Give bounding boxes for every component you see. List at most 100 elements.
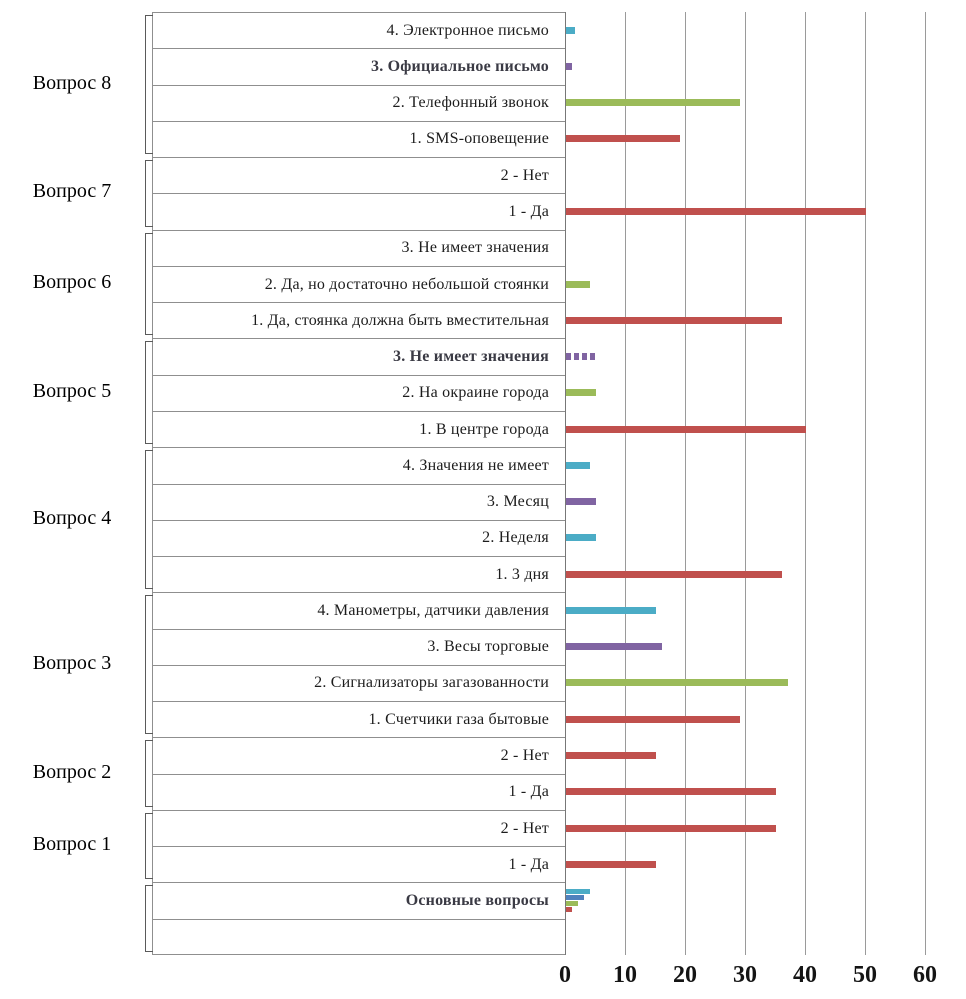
answer-row: 1. Счетчики газа бытовые <box>152 701 565 737</box>
answer-row: 2 - Нет <box>152 737 565 773</box>
data-bar <box>566 860 656 868</box>
group-bracket <box>145 885 153 952</box>
data-bar <box>566 135 680 143</box>
x-axis-tick-label: 40 <box>793 962 817 988</box>
answer-label: 1. SMS-оповещение <box>409 130 549 148</box>
data-bar <box>566 62 572 70</box>
gridline <box>805 12 806 955</box>
question-group-label: Вопрос 4 <box>32 506 112 529</box>
question-group-label: Вопрос 2 <box>32 760 112 783</box>
answer-label: 3. Весы торговые <box>427 638 549 656</box>
group-bracket <box>145 160 153 227</box>
answer-label: 2. Да, но достаточно небольшой стоянки <box>264 275 549 293</box>
data-bar <box>566 570 782 578</box>
answer-row: 1 - Да <box>152 846 565 882</box>
answer-row: 2. Неделя <box>152 519 565 556</box>
data-bar <box>566 99 740 107</box>
data-bar <box>566 389 596 397</box>
data-bar <box>566 534 596 542</box>
data-bar <box>566 752 656 760</box>
x-axis-tick-label: 50 <box>853 962 877 988</box>
answer-label: 3. Месяц <box>486 493 549 511</box>
x-axis-tick-label: 10 <box>613 962 637 988</box>
answer-label: 4. Манометры, датчики давления <box>317 601 549 619</box>
answer-row: 1. 3 дня <box>152 556 565 592</box>
group-bracket <box>145 232 153 336</box>
answer-label: 1 - Да <box>508 855 549 873</box>
answer-row: 2. Сигнализаторы загазованности <box>152 664 565 701</box>
x-axis-tick-label: 0 <box>559 962 571 988</box>
group-bracket <box>145 740 153 807</box>
answer-label: 2. Сигнализаторы загазованности <box>314 674 549 692</box>
answer-row: 1. В центре города <box>152 410 565 447</box>
answer-label: 1. 3 дня <box>495 565 549 583</box>
group-bracket <box>145 15 153 155</box>
data-bar <box>566 606 656 614</box>
answer-label: 4. Значения не имеет <box>402 456 549 474</box>
data-bar <box>566 889 590 895</box>
answer-label: 2. Неделя <box>482 529 549 547</box>
answer-row: 3. Не имеет значения <box>152 229 565 266</box>
group-bracket <box>145 450 153 590</box>
question-group-label: Вопрос 3 <box>32 651 112 674</box>
gridline <box>925 12 926 955</box>
gridline <box>685 12 686 955</box>
group-bracket <box>145 341 153 445</box>
data-bar <box>566 824 776 832</box>
x-axis-tick-label: 20 <box>673 962 697 988</box>
x-axis-tick-label: 60 <box>913 962 937 988</box>
data-bar <box>566 425 806 433</box>
gridline <box>745 12 746 955</box>
answer-label: 1. В центре города <box>419 420 549 438</box>
data-bar <box>566 715 740 723</box>
data-bar <box>566 679 788 687</box>
answer-label: 2 - Нет <box>500 747 549 764</box>
data-bar <box>566 788 776 796</box>
answer-label: Основные вопросы <box>405 892 549 910</box>
answer-row: 3. Официальное письмо <box>152 48 565 84</box>
answer-row: 3. Месяц <box>152 483 565 520</box>
answer-label: 3. Не имеет значения <box>401 239 549 257</box>
answer-row: 1. Да, стоянка должна быть вместительная <box>152 302 565 338</box>
answer-row: 3. Не имеет значения <box>152 338 565 374</box>
answer-label: 3. Не имеет значения <box>393 348 549 366</box>
gridline <box>625 12 626 955</box>
answer-label: 3. Официальное письмо <box>371 57 549 75</box>
gridline <box>865 12 866 955</box>
answer-row: 2. Да, но достаточно небольшой стоянки <box>152 265 565 302</box>
data-bar <box>566 498 596 506</box>
answer-row: Основные вопросы <box>152 882 565 918</box>
answer-label: 2. Телефонный звонок <box>392 94 549 112</box>
answer-row <box>152 918 565 955</box>
answer-label: 1. Да, стоянка должна быть вместительная <box>251 311 549 329</box>
answer-label: 1 - Да <box>508 202 549 220</box>
question-group-label: Вопрос 5 <box>32 379 112 402</box>
group-bracket <box>145 595 153 735</box>
question-group-label: Вопрос 8 <box>32 71 112 94</box>
answer-label: 4. Электронное письмо <box>386 21 549 39</box>
answer-row: 2. На окраине города <box>152 374 565 411</box>
data-bar <box>566 280 590 288</box>
answer-label: 2. На окраине города <box>402 384 549 402</box>
data-bar <box>566 26 575 34</box>
answer-row: 2 - Нет <box>152 157 565 193</box>
data-bar <box>566 461 590 469</box>
answer-row: 1 - Да <box>152 773 565 810</box>
answer-label: 1 - Да <box>508 783 549 801</box>
data-bar <box>566 643 662 651</box>
data-bar <box>566 907 572 913</box>
answer-row: 4. Манометры, датчики давления <box>152 592 565 628</box>
data-bar <box>566 316 782 324</box>
question-group-label: Вопрос 7 <box>32 180 112 203</box>
answer-row: 1 - Да <box>152 193 565 229</box>
answer-label: 2 - Нет <box>500 819 549 837</box>
answer-row: 2 - Нет <box>152 809 565 846</box>
answer-row: 4. Значения не имеет <box>152 447 565 483</box>
data-bar <box>566 207 866 215</box>
answer-row: 3. Весы торговые <box>152 628 565 665</box>
answer-row: 4. Электронное письмо <box>152 12 565 48</box>
group-bracket <box>145 812 153 880</box>
data-bar <box>566 901 578 907</box>
answer-label: 1. Счетчики газа бытовые <box>368 710 549 728</box>
